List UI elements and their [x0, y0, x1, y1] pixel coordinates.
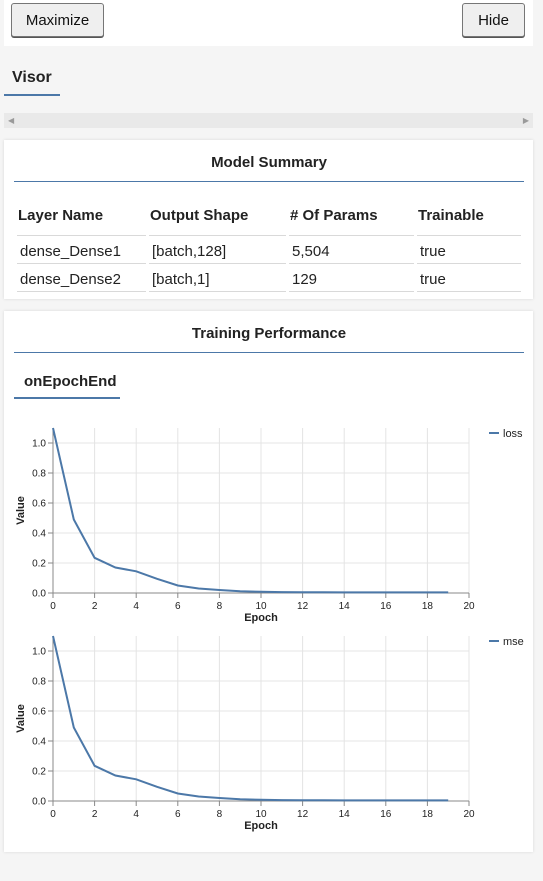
y-tick-label: 0.2	[32, 767, 46, 778]
params-cell: 129	[289, 267, 414, 292]
tab-visor[interactable]: Visor	[4, 61, 60, 96]
x-tick-label: 20	[463, 601, 475, 612]
model-summary-title: Model Summary	[14, 144, 524, 182]
y-axis-title: Value	[15, 496, 27, 525]
layer-name-cell: dense_Dense2	[17, 267, 146, 292]
scroll-left-icon[interactable]: ◀	[8, 116, 15, 125]
series-line-mse	[52, 635, 449, 802]
column-header: # Of Params	[289, 195, 414, 236]
y-tick-label: 1.0	[32, 439, 46, 450]
y-tick-label: 0.4	[32, 529, 46, 540]
model-summary-panel: Model Summary Layer Name Output Shape # …	[4, 140, 533, 299]
x-tick-label: 2	[92, 809, 98, 820]
trainable-cell: true	[417, 267, 521, 292]
scroll-right-icon[interactable]: ▶	[522, 116, 529, 125]
table-row: dense_Dense1 [batch,128] 5,504 true	[17, 239, 521, 264]
x-tick-label: 18	[422, 601, 434, 612]
trainable-cell: true	[417, 239, 521, 264]
x-tick-label: 8	[217, 809, 223, 820]
x-tick-label: 10	[255, 601, 267, 612]
x-axis-title: Epoch	[244, 820, 278, 832]
column-header: Output Shape	[149, 195, 286, 236]
maximize-button[interactable]: Maximize	[11, 3, 104, 37]
x-tick-label: 18	[422, 809, 434, 820]
y-tick-label: 0.4	[32, 737, 46, 748]
x-tick-label: 20	[463, 809, 475, 820]
y-tick-label: 0.6	[32, 707, 46, 718]
x-tick-label: 14	[339, 601, 351, 612]
x-tick-label: 12	[297, 601, 309, 612]
hide-button[interactable]: Hide	[462, 3, 525, 37]
x-tick-label: 0	[50, 601, 56, 612]
training-performance-panel: Training Performance onEpochEnd 0 2 4 6 8 10 1…	[4, 311, 533, 852]
x-tick-label: 12	[297, 809, 309, 820]
x-tick-label: 6	[175, 809, 181, 820]
column-header: Layer Name	[17, 195, 146, 236]
y-tick-label: 0.6	[32, 499, 46, 510]
toolbar: Maximize Hide	[4, 0, 533, 46]
mse-chart: 0 2 4 6 8 10 12 14 16 18 20 0.0 0.2 0.4 0.6 0.8 1.0 Epoch…	[15, 635, 524, 832]
column-header: Trainable	[417, 195, 521, 236]
y-tick-label: 0.2	[32, 559, 46, 570]
y-axis-title: Value	[15, 704, 27, 733]
x-tick-label: 4	[133, 601, 139, 612]
x-tick-label: 8	[217, 601, 223, 612]
series-line-loss	[52, 427, 449, 594]
training-performance-title: Training Performance	[14, 315, 524, 353]
layer-name-cell: dense_Dense1	[17, 239, 146, 264]
tab-onepochend[interactable]: onEpochEnd	[14, 366, 120, 399]
y-tick-label: 0.8	[32, 677, 46, 688]
x-tick-label: 14	[339, 809, 351, 820]
output-shape-cell: [batch,128]	[149, 239, 286, 264]
table-row: dense_Dense2 [batch,1] 129 true	[17, 267, 521, 292]
x-tick-label: 10	[255, 809, 267, 820]
model-summary-table: Layer Name Output Shape # Of Params Trai…	[14, 192, 524, 295]
x-tick-label: 4	[133, 809, 139, 820]
output-shape-cell: [batch,1]	[149, 267, 286, 292]
table-header-row: Layer Name Output Shape # Of Params Trai…	[17, 195, 521, 236]
x-axis-title: Epoch	[244, 612, 278, 624]
loss-chart: 0 2 4 6 8 10 12 14 16 18 20 0.0 0.2 0.4 0.6 0.8 1.0 Epoch…	[15, 427, 523, 624]
x-tick-label: 16	[380, 809, 392, 820]
y-tick-label: 0.0	[32, 797, 46, 808]
params-cell: 5,504	[289, 239, 414, 264]
y-tick-label: 0.8	[32, 469, 46, 480]
x-tick-label: 16	[380, 601, 392, 612]
legend-label: loss	[503, 428, 523, 440]
legend-label: mse	[503, 636, 524, 648]
y-tick-label: 0.0	[32, 589, 46, 600]
x-tick-label: 2	[92, 601, 98, 612]
x-tick-label: 6	[175, 601, 181, 612]
x-tick-label: 0	[50, 809, 56, 820]
y-tick-label: 1.0	[32, 647, 46, 658]
horizontal-scrollbar[interactable]: ◀ ▶	[4, 113, 533, 128]
